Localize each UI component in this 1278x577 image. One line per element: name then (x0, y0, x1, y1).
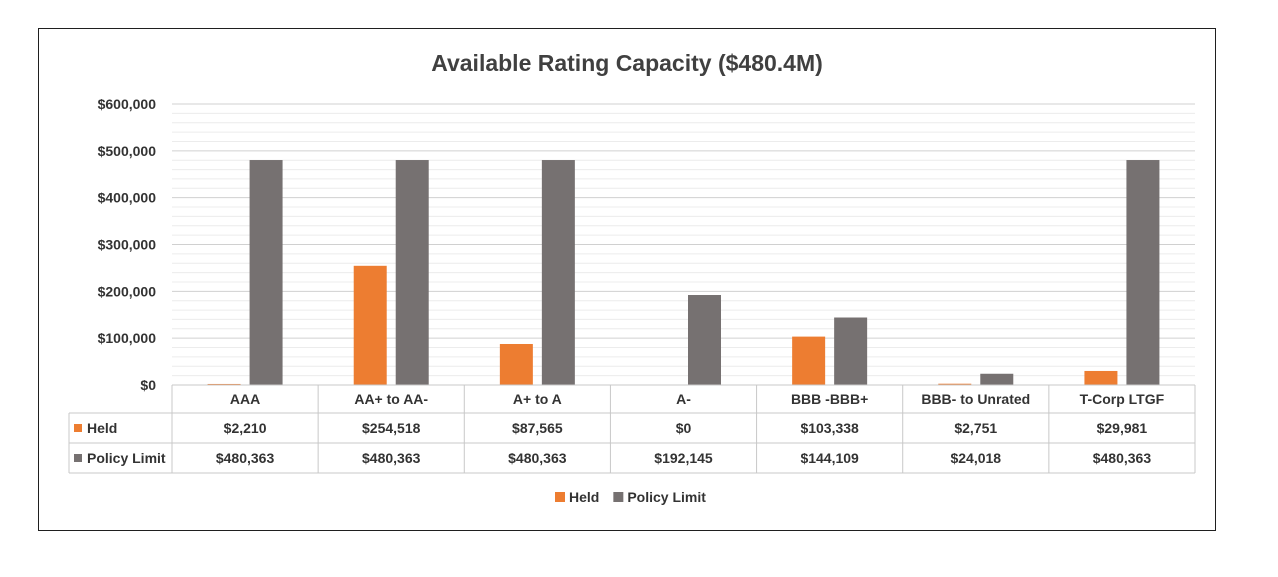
legend-swatch (555, 492, 565, 502)
category-label: BBB- to Unrated (921, 391, 1030, 407)
table-legend-key (74, 454, 82, 462)
y-tick-label: $500,000 (98, 143, 157, 159)
y-axis-ticks: $0 $100,000 $200,000 $300,000 $400,000 $500,0… (98, 96, 157, 393)
data-label: $480,363 (216, 450, 275, 466)
data-label: $480,363 (1093, 450, 1152, 466)
data-label: $0 (676, 420, 692, 436)
category-label: A+ to A (513, 391, 562, 407)
y-tick-label: $600,000 (98, 96, 157, 112)
y-tick-label: $100,000 (98, 330, 157, 346)
bar-policy-limit (688, 295, 721, 385)
data-label: $192,145 (654, 450, 713, 466)
data-label: $254,518 (362, 420, 421, 436)
bar-held (938, 383, 972, 385)
bar-held (1084, 370, 1118, 385)
bar-held (792, 336, 826, 385)
data-label: $480,363 (362, 450, 421, 466)
legend-entry: Held (569, 489, 599, 505)
y-tick-label: $300,000 (98, 237, 157, 253)
chart-frame (38, 28, 1216, 531)
table-series-name: Held (87, 420, 117, 436)
data-label: $87,565 (512, 420, 563, 436)
data-label: $2,751 (954, 420, 997, 436)
bar-policy-limit (980, 373, 1014, 385)
data-label: $29,981 (1097, 420, 1148, 436)
data-label: $24,018 (950, 450, 1001, 466)
table-legend-key (74, 424, 82, 432)
bar-held (499, 343, 533, 385)
y-tick-label: $400,000 (98, 190, 157, 206)
data-label: $480,363 (508, 450, 567, 466)
data-label: $144,109 (800, 450, 859, 466)
bar-policy-limit (1126, 160, 1160, 385)
category-label: T-Corp LTGF (1080, 391, 1165, 407)
bar-held (207, 383, 241, 385)
legend: Held Policy Limit (555, 489, 706, 505)
bar-policy-limit (249, 160, 283, 385)
data-label: $2,210 (224, 420, 267, 436)
bar-policy-limit (395, 160, 429, 385)
bar-held (353, 265, 387, 385)
data-table: AAA AA+ to AA- A+ to A A- BBB -BBB+ BBB- to U… (68, 384, 1196, 474)
y-tick-label: $0 (140, 377, 156, 393)
category-label: AAA (230, 391, 260, 407)
bars-layer (207, 160, 1160, 385)
chart-title: Available Rating Capacity ($480.4M) (431, 50, 823, 76)
y-tick-label: $200,000 (98, 283, 157, 299)
category-label: A- (676, 391, 691, 407)
bar-policy-limit (541, 160, 575, 385)
category-label: BBB -BBB+ (791, 391, 868, 407)
table-series-name: Policy Limit (87, 450, 166, 466)
legend-entry: Policy Limit (627, 489, 706, 505)
bar-policy-limit (834, 317, 868, 385)
data-label: $103,338 (800, 420, 859, 436)
category-label: AA+ to AA- (354, 391, 428, 407)
grid-layer (172, 103, 1195, 386)
legend-swatch (613, 492, 624, 502)
